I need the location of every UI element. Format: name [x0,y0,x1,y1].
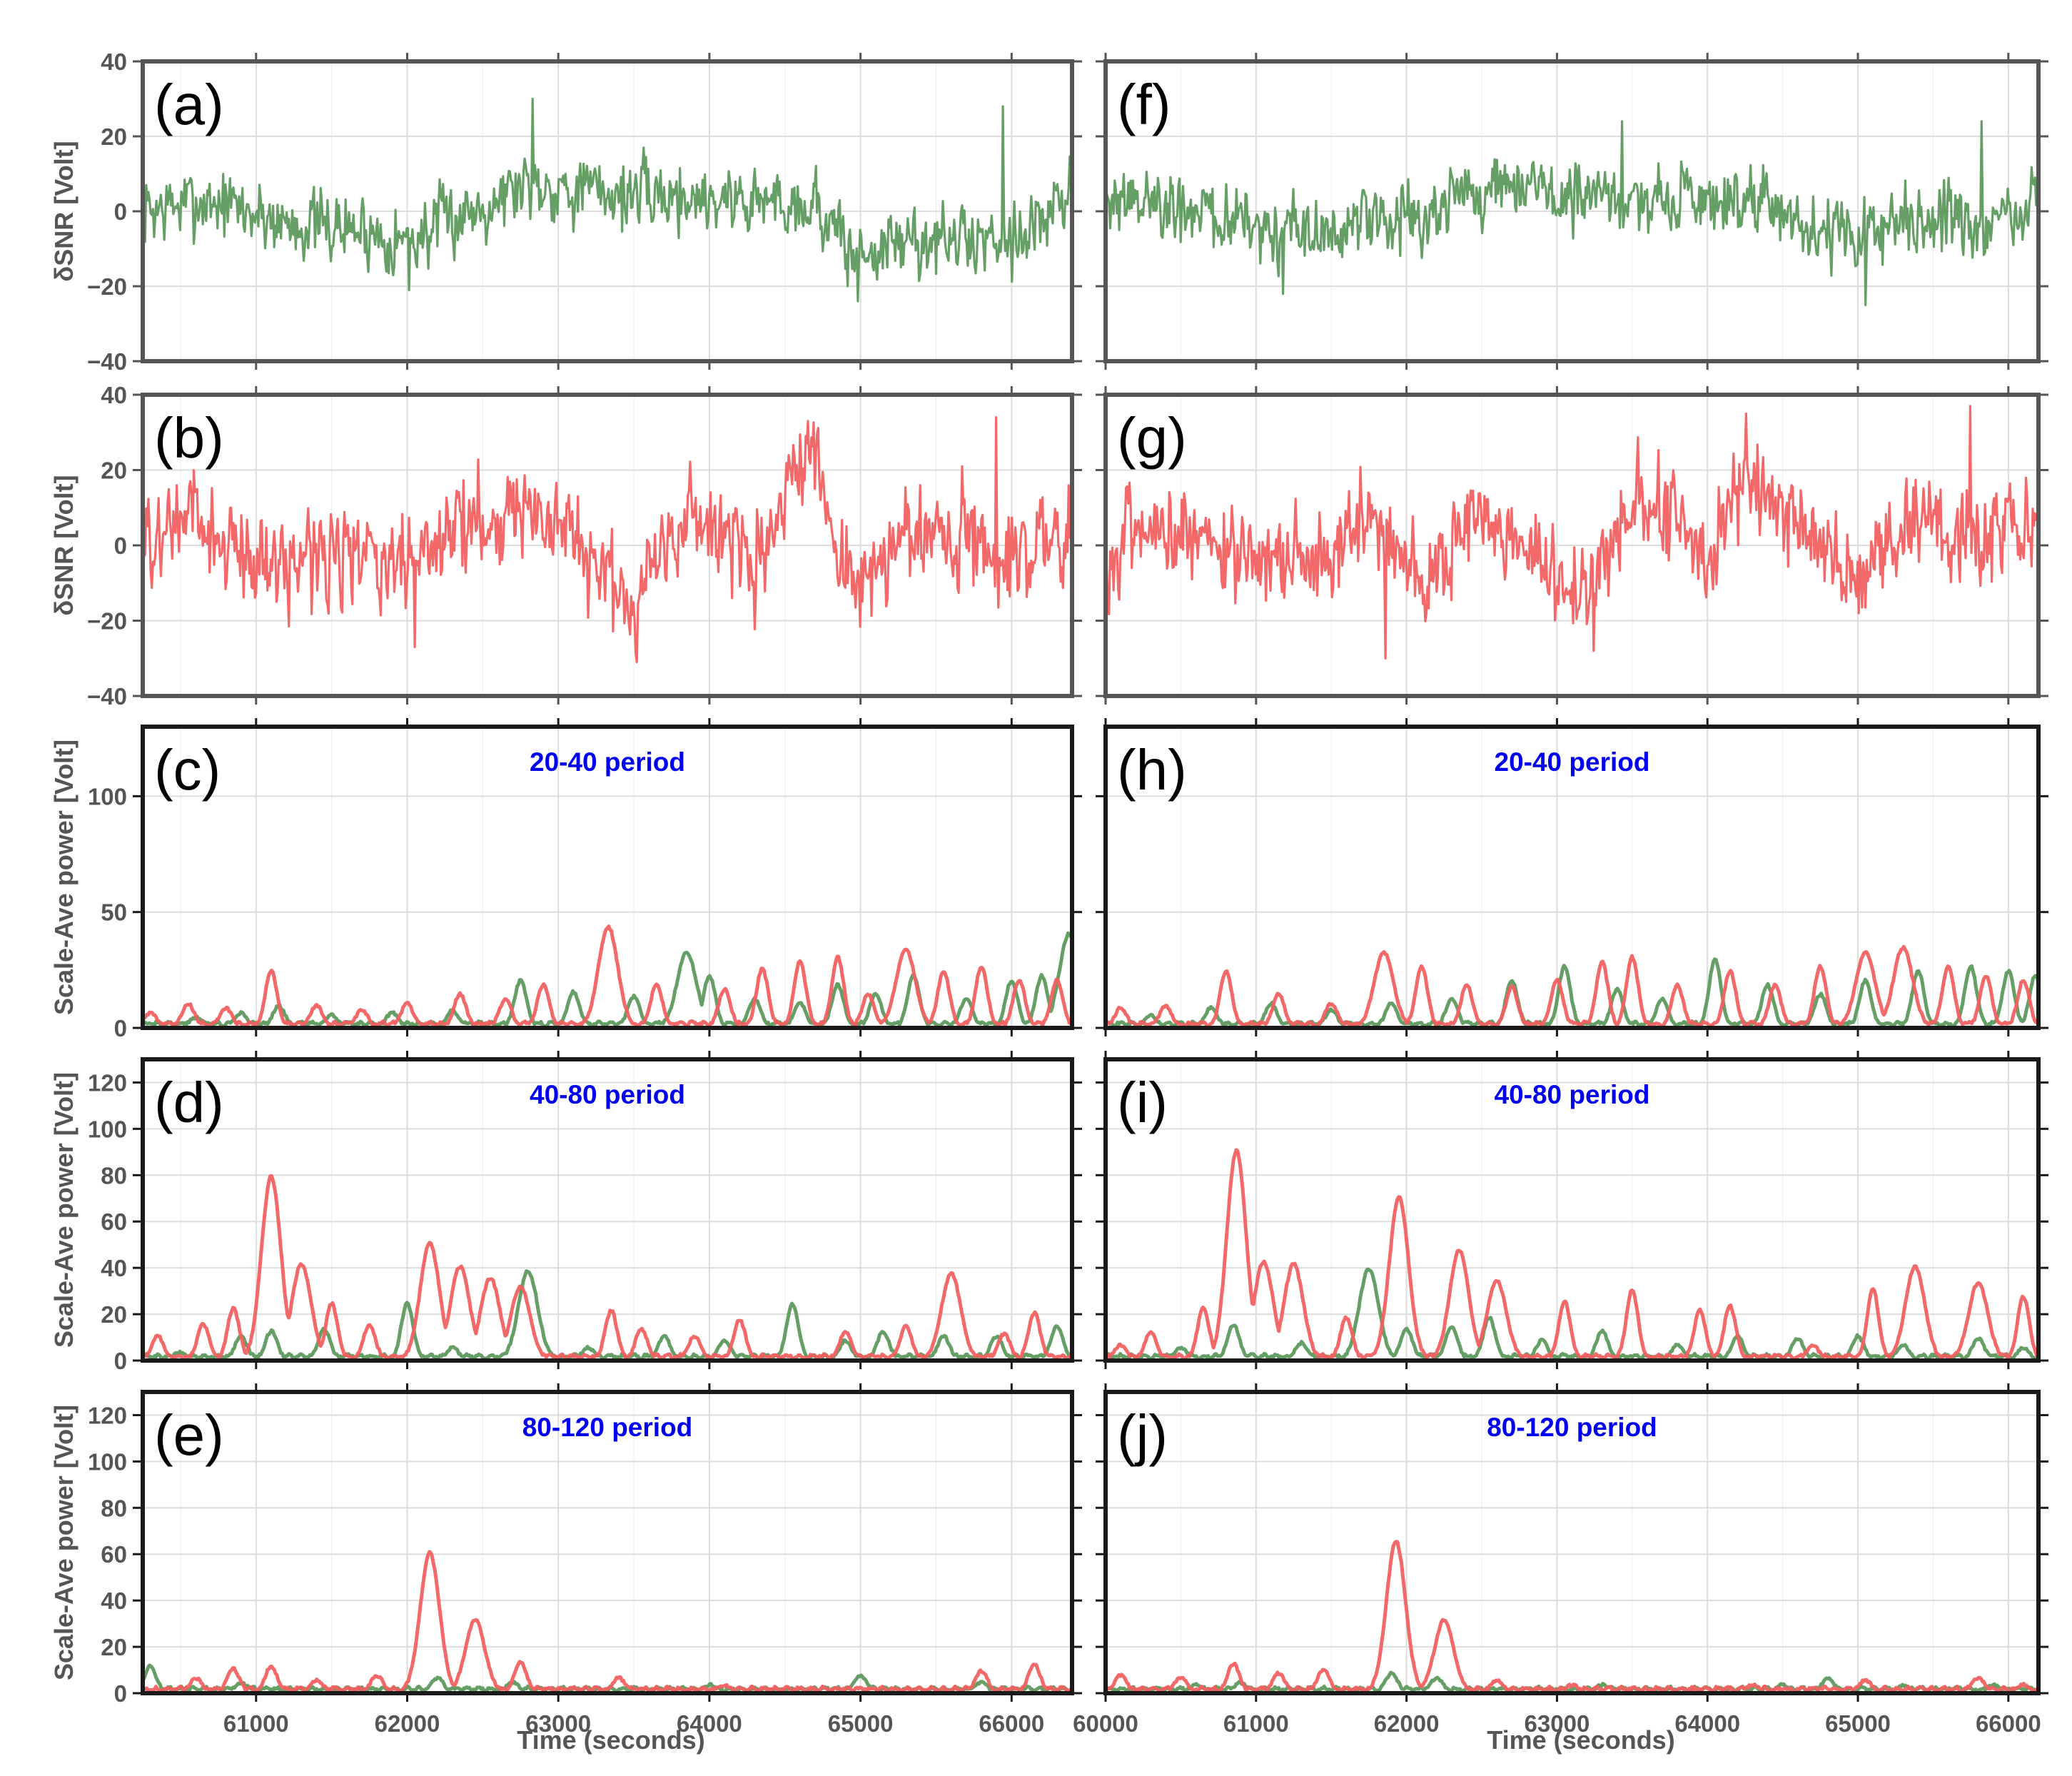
series-line-h-red [1104,944,2040,1029]
series-layer [141,97,2041,1694]
series-line-i-red [1105,1148,2039,1361]
band-title-e: 80-120 period [522,1413,693,1442]
y-tick-label-a: 0 [114,198,127,225]
panel-label-b: (b) [154,406,224,470]
y-tick-label-e: 120 [88,1402,127,1428]
x-tick-label-j: 65000 [1825,1710,1891,1737]
series-line-g-red [1104,405,2040,660]
panel-label-e: (e) [154,1403,224,1467]
band-title-i: 40-80 period [1495,1080,1650,1109]
series-line-f-green [1104,120,2040,306]
y-tick-label-d: 40 [101,1255,127,1281]
x-tick-label-j: 62000 [1374,1710,1440,1737]
y-tick-label-d: 0 [114,1348,127,1374]
x-axis-title-left: Time (seconds) [517,1725,704,1755]
band-title-c: 20-40 period [530,747,685,777]
y-tick-label-e: 0 [114,1680,127,1707]
y-axis-label-d: Scale-Ave power [Volt] [49,1072,79,1348]
x-tick-label-j: 61000 [1223,1710,1289,1737]
y-tick-label-d: 120 [88,1069,127,1096]
x-tick-label-e: 64000 [677,1710,742,1737]
frame-layer [133,53,2048,1702]
panel-label-i: (i) [1117,1071,1168,1134]
band-title-d: 40-80 period [530,1080,685,1109]
x-tick-label-e: 65000 [828,1710,894,1737]
panel-label-a: (a) [154,73,224,136]
y-tick-label-a: 20 [101,123,127,150]
x-tick-label-j: 63000 [1525,1710,1590,1737]
y-tick-label-c: 0 [114,1015,127,1041]
panel-label-j: (j) [1117,1403,1168,1467]
series-line-i-green [1105,1267,2040,1361]
y-tick-label-e: 80 [101,1495,127,1521]
band-title-j: 80-120 period [1487,1413,1657,1442]
panel-frame-j [1103,1390,2041,1695]
x-tick-label-e: 62000 [375,1710,440,1737]
series-line-h-green [1104,957,2041,1029]
series-line-d-red [142,1174,1073,1361]
series-line-j-red [1104,1540,2039,1694]
y-tick-label-d: 80 [101,1162,127,1189]
y-tick-label-a: 40 [101,49,127,75]
y-tick-label-c: 100 [88,783,127,809]
panel-frame-c [141,725,1074,1030]
y-tick-label-e: 100 [88,1448,127,1475]
y-tick-label-a: −20 [87,273,127,300]
y-tick-label-e: 60 [101,1541,127,1568]
y-axis-label-c: Scale-Ave power [Volt] [49,740,79,1015]
series-line-b-red [141,416,1073,664]
grid-layer [143,61,2038,1694]
y-axis-label-e: Scale-Ave power [Volt] [49,1405,79,1680]
x-tick-label-j: 60000 [1073,1710,1138,1737]
text-layer: −40 −20 0 20 40 (a) δSNR [Volt] −40 −20 0 20 40 (b) δ… [49,49,2041,1737]
y-tick-label-d: 100 [88,1116,127,1142]
y-tick-label-b: 0 [114,533,127,559]
panel-frame-i [1103,1057,2041,1363]
band-title-h: 20-40 period [1495,747,1650,777]
y-tick-label-e: 40 [101,1588,127,1614]
y-tick-label-d: 20 [101,1301,127,1328]
y-tick-label-b: −20 [87,608,127,635]
x-tick-label-e: 66000 [979,1710,1044,1737]
panel-frame-d [141,1057,1074,1363]
panel-frame-e [141,1390,1074,1695]
panel-label-h: (h) [1117,738,1187,802]
panel-label-d: (d) [154,1071,224,1134]
y-tick-label-a: −40 [87,348,127,375]
x-tick-label-j: 64000 [1674,1710,1740,1737]
panel-label-g: (g) [1117,406,1187,470]
x-tick-label-j: 66000 [1976,1710,2041,1737]
x-tick-label-e: 61000 [223,1710,289,1737]
panel-label-f: (f) [1117,73,1171,136]
y-tick-label-b: −40 [87,683,127,710]
x-axis-title-right: Time (seconds) [1487,1725,1674,1755]
y-axis-label-a: δSNR [Volt] [49,141,79,281]
y-tick-label-d: 60 [101,1209,127,1235]
panel-frame-h [1103,725,2041,1030]
y-tick-label-b: 20 [101,458,127,484]
y-axis-label-b: δSNR [Volt] [49,475,79,615]
panel-label-c: (c) [154,738,221,802]
x-tick-label-e: 63000 [525,1710,591,1737]
series-line-e-red [142,1550,1073,1694]
y-tick-label-e: 20 [101,1634,127,1660]
y-tick-label-b: 40 [101,382,127,408]
series-line-a-green [141,97,1073,303]
y-tick-label-c: 50 [101,899,127,926]
series-line-c-red [141,924,1073,1029]
